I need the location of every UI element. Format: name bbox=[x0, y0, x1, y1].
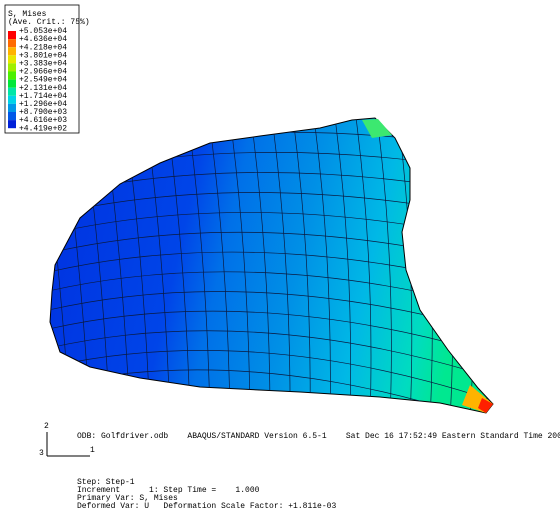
viewport: S, Mises (Ave. Crit.: 75%) +5.053e+04+4.… bbox=[0, 0, 560, 521]
step-line: Deformed Var: U Deformation Scale Factor… bbox=[77, 502, 336, 511]
legend-swatch bbox=[8, 39, 16, 47]
legend-swatch bbox=[8, 120, 16, 128]
legend-swatch bbox=[8, 72, 16, 80]
triad-label: 2 bbox=[44, 422, 49, 431]
legend-level: +4.419e+02 bbox=[19, 124, 67, 133]
legend-swatch bbox=[8, 112, 16, 120]
legend-swatch bbox=[8, 63, 16, 71]
odb-line: ODB: Golfdriver.odb ABAQUS/STANDARD Vers… bbox=[77, 432, 560, 441]
legend-swatch bbox=[8, 96, 16, 104]
triad-label: 1 bbox=[90, 446, 95, 455]
legend-subtitle: (Ave. Crit.: 75%) bbox=[8, 18, 90, 27]
page: {"legend": {"title": "S, Mises", "subtit… bbox=[0, 0, 560, 521]
legend-swatch bbox=[8, 55, 16, 63]
legend-swatch bbox=[8, 104, 16, 112]
triad-label: 3 bbox=[39, 449, 44, 458]
legend-swatch bbox=[8, 47, 16, 55]
mesh-line bbox=[481, 110, 494, 420]
legend-swatch bbox=[8, 80, 16, 88]
legend-swatch bbox=[8, 31, 16, 39]
legend-swatch bbox=[8, 88, 16, 96]
